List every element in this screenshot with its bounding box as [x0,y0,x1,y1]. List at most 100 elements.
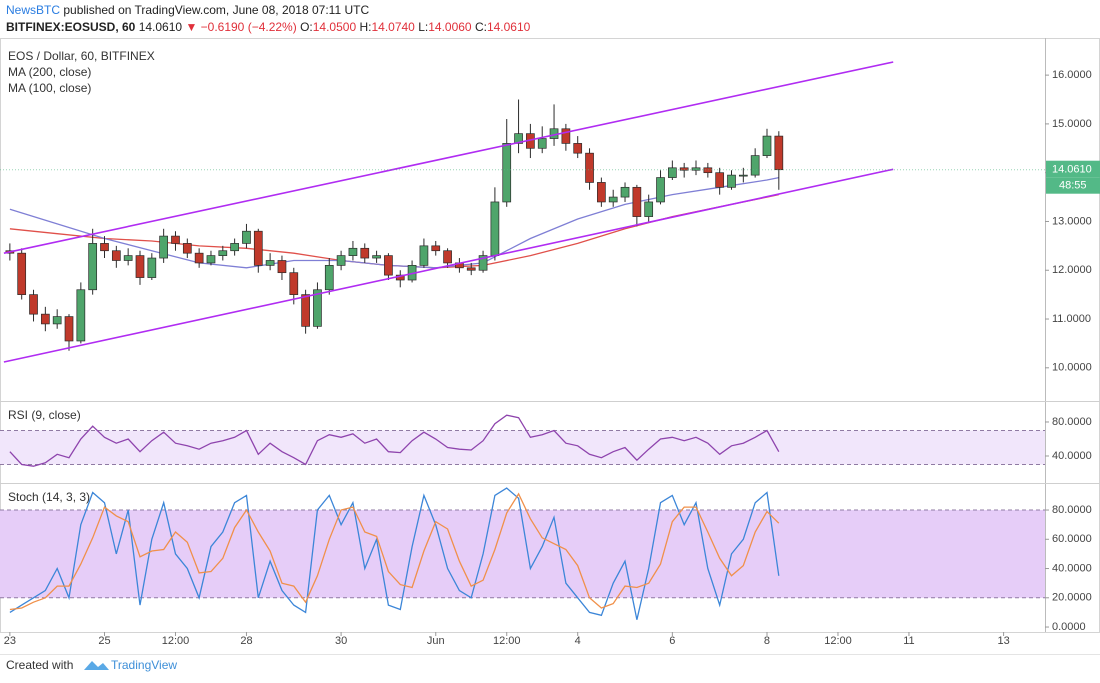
ohlc-label: C: [474,20,487,34]
last-price-box [1046,160,1100,178]
candle-body [159,235,169,259]
candle-body [750,155,760,176]
candle-body [40,313,50,325]
ohlc-label: H: [359,20,372,34]
candle-body [620,186,630,198]
candle-body [360,247,370,259]
candle-body [703,167,713,174]
ohlc-value: 14.0740 [371,20,415,34]
y-tick-label: 11.0000 [1052,313,1091,325]
channel-line [3,61,894,254]
candle-body [502,143,512,203]
candle-body [230,243,239,252]
candle-body [691,167,701,171]
candle-body [52,316,62,325]
band [0,430,1045,465]
candle-body [301,294,310,327]
x-tick-label: 28 [240,635,252,647]
candle-body [715,172,725,188]
x-tick-label: 30 [335,635,347,647]
candle-body [597,182,606,203]
candle-body [111,250,121,261]
candle-body [336,255,346,266]
y-tick-label: 16.0000 [1052,69,1092,81]
legend-entry: MA (100, close) [8,81,91,95]
channel-line [3,168,894,363]
candle-body [537,138,547,149]
header: NewsBTC published on TradingView.com, Ju… [6,2,530,36]
legend-entry: MA (200, close) [8,65,91,79]
candle-body [573,143,583,154]
candle-body [774,135,784,171]
candle-body [147,257,157,278]
x-tick-label: 8 [764,635,770,647]
candle-body [348,247,358,256]
candle-body [632,186,642,217]
x-tick-label: 12:00 [824,635,852,647]
candle-body [29,294,38,315]
candle-body [490,201,500,256]
candle-body [667,167,677,178]
x-tick-label: 12:00 [493,635,521,647]
candle-body [277,260,287,274]
panel-title: EOS / Dollar, 60, BITFINEX [8,49,155,63]
candle-body [289,272,299,295]
series-line [9,487,780,620]
price: 14.0610 [138,20,183,34]
brand-logo[interactable] [84,661,109,670]
candle-body [265,260,275,266]
candle-body [372,255,381,259]
ohlc-value: 14.0500 [312,20,357,34]
candle-body [679,167,689,171]
y-tick-label: 80.0000 [1052,504,1092,516]
brand-name[interactable]: TradingView [111,658,177,672]
x-tick-label: 11 [903,635,914,647]
candle-body [431,245,441,252]
candle-body [76,289,86,342]
candle-body [561,128,571,144]
candle-body [443,250,452,264]
y-tick-label: 40.0000 [1052,562,1092,574]
candle-body [478,255,488,271]
series-line [9,414,780,467]
change: ▼ −0.6190 (−4.22%) [185,20,297,34]
publisher[interactable]: NewsBTC [6,3,61,17]
panel-title: Stoch (14, 3, 3) [8,490,90,504]
candle-body [135,255,145,278]
candle-body [656,177,665,203]
candle-body [206,255,216,264]
last-price-label: 14.0610 [1052,164,1092,176]
candle-body [182,243,192,254]
y-tick-label: 80.0000 [1052,416,1092,428]
candle-body [171,235,180,244]
x-tick-label: Jun [427,635,445,647]
candle-body [762,135,772,156]
candle-body [384,255,393,276]
countdown-box [1046,177,1100,194]
ohlc-value: 14.0060 [428,20,472,34]
symbol-line: BITFINEX:EOSUSD, 60 14.0610 ▼ −0.6190 (−… [6,19,530,36]
y-tick-label: 40.0000 [1052,450,1092,462]
x-tick-label: 25 [98,635,110,647]
x-tick-label: 6 [669,635,675,647]
ohlc-label: O: [300,20,313,34]
candle-body [738,174,748,177]
x-tick-label: 4 [575,635,581,647]
candle-body [608,196,618,203]
candle-body [313,289,322,327]
candle-body [514,133,523,144]
x-tick-label: 13 [997,635,1009,647]
y-tick-label: 12.0000 [1052,264,1092,276]
symbol: BITFINEX:EOSUSD, 60 [6,20,136,34]
ohlc-label: L: [418,20,429,34]
candle-body [644,201,654,217]
candle-body [17,252,27,295]
candle-body [466,267,476,271]
x-tick-label: 12:00 [162,635,190,647]
candle-body [218,250,228,256]
candle-body [242,230,251,244]
panel-title: RSI (9, close) [8,408,81,422]
candle-body [253,230,263,266]
